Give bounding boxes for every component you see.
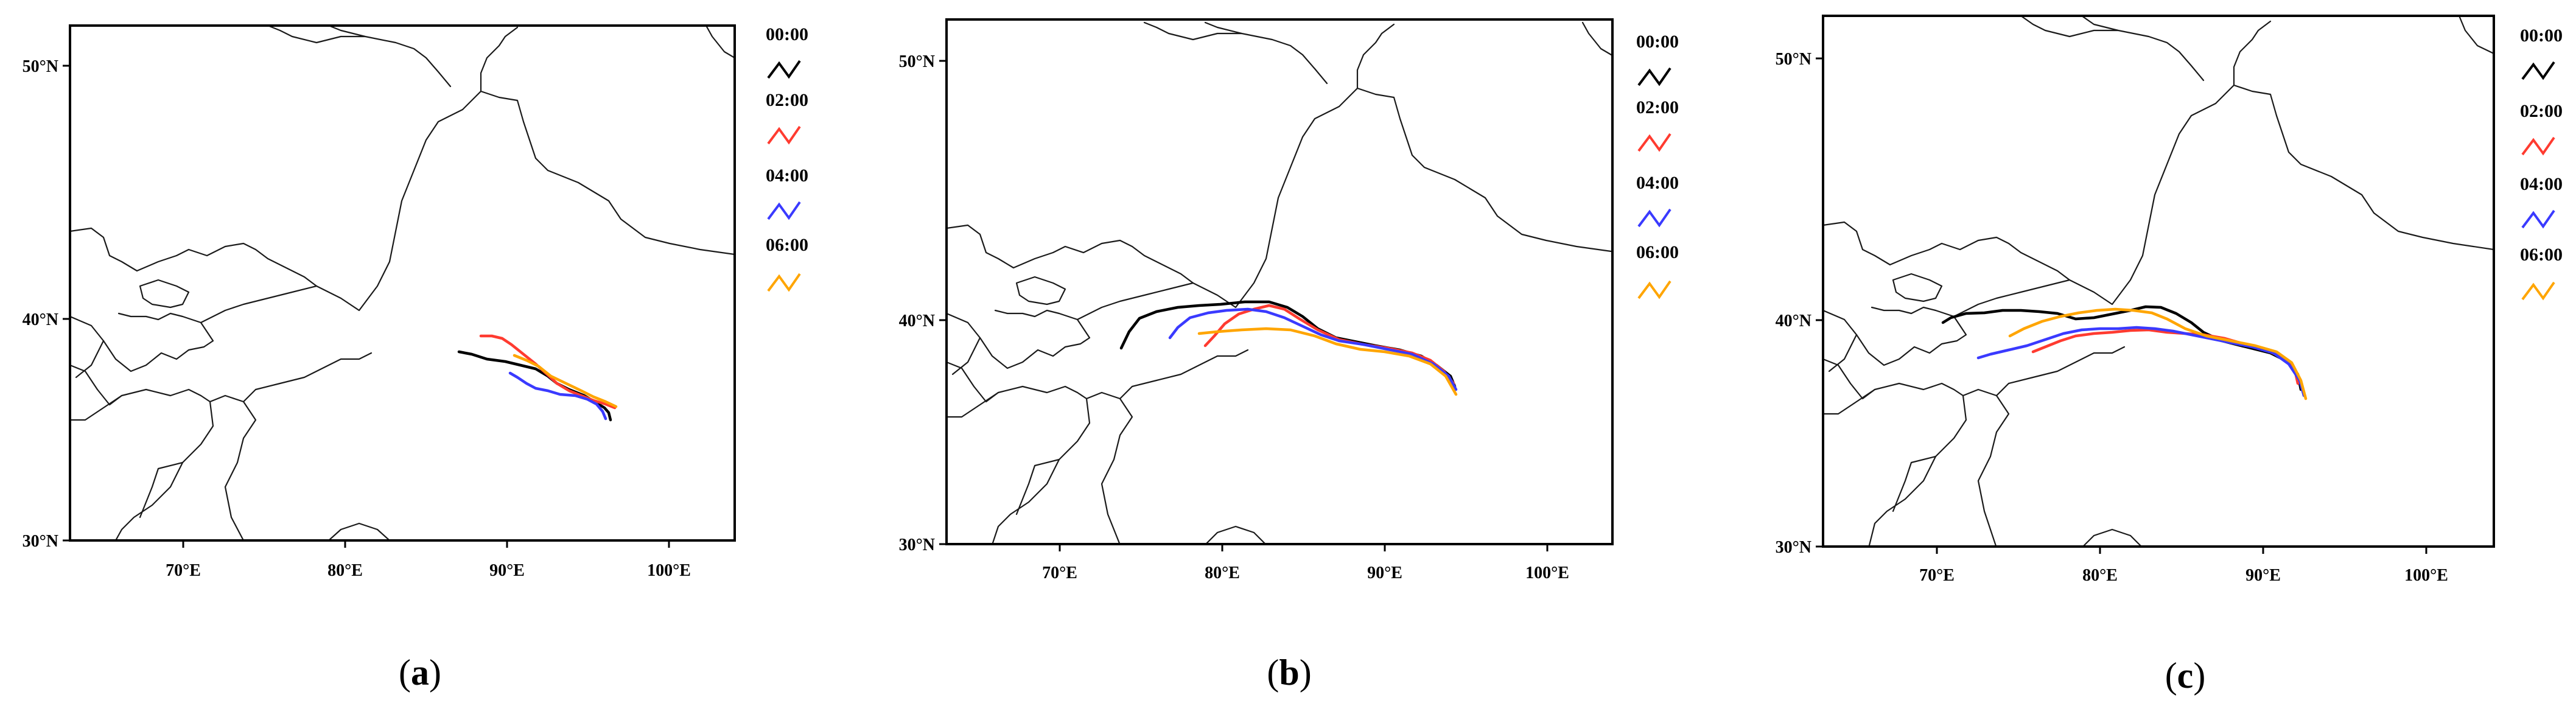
y-ticks-a: 50°N 40°N 30°N [23, 57, 70, 551]
legend-entry-0000: 00:00 [1636, 32, 1679, 86]
legend-swatch-0200 [1637, 133, 1671, 152]
y-ticks-b: 50°N 40°N 30°N [899, 52, 947, 554]
legend-entry-0400: 04:00 [2520, 174, 2563, 229]
trajectory-0000-b [1119, 300, 1457, 388]
x-tick-label: 100°E [1525, 564, 1569, 582]
country-borders-a [70, 26, 735, 540]
y-tick-label: 50°N [1776, 50, 1811, 69]
map-area-a [70, 26, 735, 540]
legend-entry-0000: 00:00 [2520, 26, 2563, 80]
y-tick-label: 30°N [1776, 538, 1811, 557]
legend-entry-0600: 06:00 [2520, 245, 2563, 301]
x-tick-label: 80°E [2082, 566, 2118, 585]
legend-entry-0200: 02:00 [766, 90, 808, 145]
panel-caption-c: (c) [2165, 655, 2206, 696]
x-tick-label: 70°E [166, 561, 201, 580]
x-tick-label: 80°E [327, 561, 363, 580]
legend-swatch-0200 [767, 125, 801, 145]
panel-caption-a: (a) [399, 652, 441, 693]
legend-entry-0000: 00:00 [766, 24, 808, 79]
trajectories-b [1119, 300, 1458, 396]
map-frame-c [1822, 15, 2495, 548]
legend-swatch-0200 [2521, 136, 2555, 156]
legend-label: 04:00 [2520, 174, 2563, 194]
panel-a: 70°E 80°E 90°E 100°E 50°N 40°N 30°N 00:0… [23, 24, 808, 693]
legend-label: 04:00 [766, 166, 808, 186]
panel-c: 70°E 80°E 90°E 100°E 50°N 40°N 30°N 00:0… [1776, 15, 2563, 696]
legend-entry-0200: 02:00 [1636, 97, 1679, 152]
x-tick-label: 70°E [1919, 566, 1955, 585]
x-tick-label: 100°E [647, 561, 691, 580]
trajectory-0600-b [1197, 327, 1458, 396]
legend-label: 00:00 [766, 24, 808, 44]
legend-swatch-0400 [1637, 208, 1671, 228]
trajectory-0600-c [2008, 307, 2308, 400]
x-tick-label: 100°E [2404, 566, 2448, 585]
legend-label: 00:00 [1636, 32, 1679, 52]
x-tick-label: 90°E [2245, 566, 2281, 585]
legend-label: 02:00 [2520, 101, 2563, 121]
x-tick-label: 90°E [1367, 564, 1402, 582]
legend-entry-0400: 04:00 [766, 166, 808, 220]
legend-swatch-0000 [1637, 67, 1671, 86]
legend-swatch-0000 [2521, 61, 2555, 80]
y-tick-label: 40°N [23, 310, 58, 329]
y-tick-label: 40°N [899, 312, 935, 330]
x-ticks-b: 70°E 80°E 90°E 100°E [1042, 544, 1569, 582]
legend-swatch-0000 [767, 60, 801, 79]
x-tick-label: 90°E [489, 561, 525, 580]
x-tick-label: 70°E [1042, 564, 1077, 582]
y-tick-label: 50°N [899, 52, 935, 71]
legend-swatch-0600 [767, 273, 801, 292]
legend-c: 00:00 02:00 04:00 06:00 [2520, 26, 2563, 301]
y-tick-label: 50°N [23, 57, 58, 76]
legend-label: 02:00 [766, 90, 808, 110]
legend-entry-0600: 06:00 [766, 235, 808, 292]
trajectory-0600-a [513, 354, 618, 408]
y-tick-label: 30°N [23, 532, 58, 551]
trajectory-0400-a [508, 371, 607, 421]
legend-swatch-0400 [2521, 209, 2555, 229]
country-borders-b [947, 21, 1612, 544]
legend-label: 02:00 [1636, 97, 1679, 117]
x-ticks-c: 70°E 80°E 90°E 100°E [1919, 547, 2448, 585]
x-tick-label: 80°E [1205, 564, 1240, 582]
legend-label: 06:00 [2520, 245, 2563, 265]
trajectory-0200-b [1203, 304, 1455, 385]
x-ticks-a: 70°E 80°E 90°E 100°E [166, 540, 691, 580]
panel-b: 70°E 80°E 90°E 100°E 50°N 40°N 30°N 00:0… [899, 18, 1679, 693]
map-frame-b [945, 18, 1614, 545]
map-area-c [1823, 16, 2494, 547]
country-borders-c [1823, 16, 2494, 547]
legend-b: 00:00 02:00 04:00 06:00 [1636, 32, 1679, 299]
map-frame-a [69, 24, 736, 542]
panel-caption-b: (b) [1267, 652, 1311, 693]
legend-label: 00:00 [2520, 26, 2563, 46]
legend-entry-0200: 02:00 [2520, 101, 2563, 156]
legend-entry-0400: 04:00 [1636, 173, 1679, 228]
legend-label: 06:00 [766, 235, 808, 255]
legend-swatch-0600 [1637, 280, 1671, 299]
map-area-b [947, 21, 1612, 544]
y-tick-label: 40°N [1776, 312, 1811, 330]
trajectory-0400-c [1976, 326, 2306, 397]
legend-swatch-0400 [767, 201, 801, 220]
trajectories-a [457, 334, 618, 422]
legend-label: 04:00 [1636, 173, 1679, 193]
legend-label: 06:00 [1636, 242, 1679, 262]
trajectories-c [1941, 305, 2308, 400]
y-ticks-c: 50°N 40°N 30°N [1776, 50, 1823, 557]
legend-swatch-0600 [2521, 281, 2555, 301]
legend-entry-0600: 06:00 [1636, 242, 1679, 299]
trajectory-0200-c [2031, 328, 2300, 385]
trajectory-0400-b [1168, 307, 1458, 391]
y-tick-label: 30°N [899, 536, 935, 554]
legend-a: 00:00 02:00 04:00 06:00 [766, 24, 808, 292]
